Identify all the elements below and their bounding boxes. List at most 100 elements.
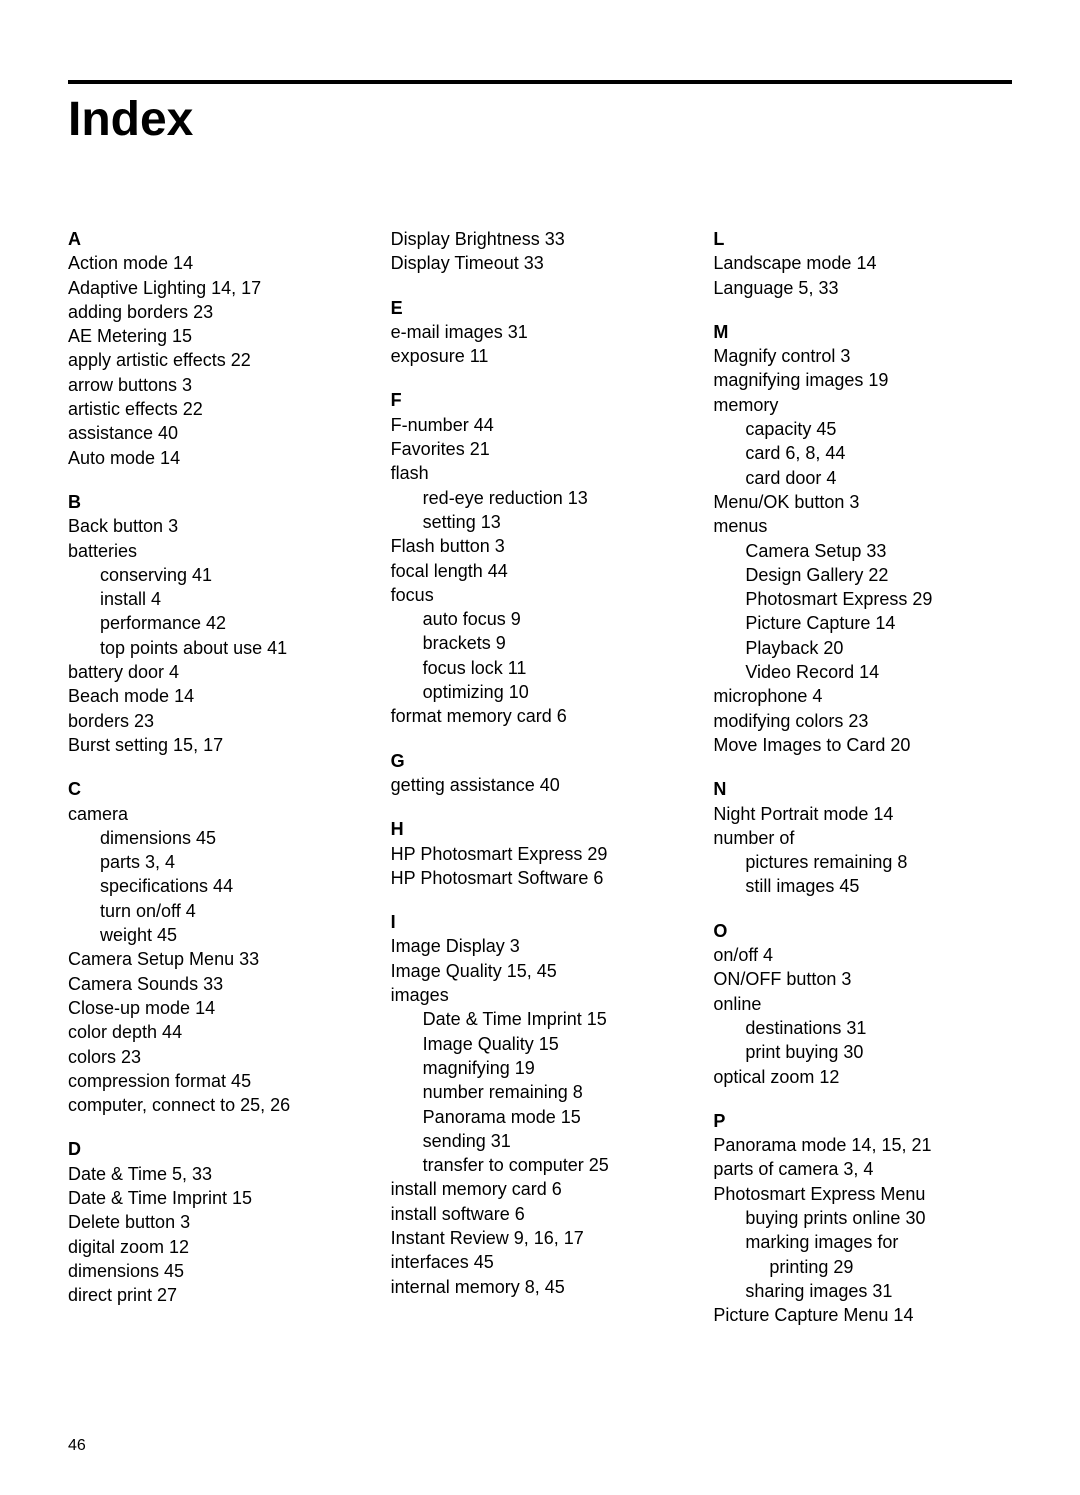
- index-section: Ee-mail images 31exposure 11: [391, 296, 690, 369]
- index-entry: magnifying images 19: [713, 368, 1012, 392]
- index-entry: interfaces 45: [391, 1250, 690, 1274]
- index-section: PPanorama mode 14, 15, 21parts of camera…: [713, 1109, 1012, 1328]
- index-entry: direct print 27: [68, 1283, 367, 1307]
- index-entry: number remaining 8: [391, 1080, 690, 1104]
- index-entry: Image Quality 15, 45: [391, 959, 690, 983]
- section-letter: L: [713, 227, 1012, 251]
- index-entry: still images 45: [713, 874, 1012, 898]
- index-entry: sharing images 31: [713, 1279, 1012, 1303]
- index-entry: adding borders 23: [68, 300, 367, 324]
- section-letter: I: [391, 910, 690, 934]
- index-entry: Camera Setup Menu 33: [68, 947, 367, 971]
- index-entry: transfer to computer 25: [391, 1153, 690, 1177]
- index-entry: printing 29: [713, 1255, 1012, 1279]
- index-entry: card door 4: [713, 466, 1012, 490]
- index-section: Oon/off 4ON/OFF button 3onlinedestinatio…: [713, 919, 1012, 1089]
- index-entry: marking images for: [713, 1230, 1012, 1254]
- column-1: AAction mode 14Adaptive Lighting 14, 17a…: [68, 227, 367, 1347]
- index-entry: focus lock 11: [391, 656, 690, 680]
- section-letter: E: [391, 296, 690, 320]
- section-letter: G: [391, 749, 690, 773]
- index-entry: parts of camera 3, 4: [713, 1157, 1012, 1181]
- column-2: Display Brightness 33Display Timeout 33 E…: [391, 227, 690, 1347]
- index-entry: Picture Capture 14: [713, 611, 1012, 635]
- index-entry: Image Display 3: [391, 934, 690, 958]
- index-entry: red-eye reduction 13: [391, 486, 690, 510]
- index-section: LLandscape mode 14Language 5, 33: [713, 227, 1012, 300]
- index-entry: memory: [713, 393, 1012, 417]
- index-entry: camera: [68, 802, 367, 826]
- index-entry: Image Quality 15: [391, 1032, 690, 1056]
- index-entry: Playback 20: [713, 636, 1012, 660]
- page-number: 46: [68, 1437, 86, 1455]
- index-entry: Date & Time Imprint 15: [68, 1186, 367, 1210]
- index-entry: batteries: [68, 539, 367, 563]
- index-entry: Beach mode 14: [68, 684, 367, 708]
- index-entry: install 4: [68, 587, 367, 611]
- index-entry: auto focus 9: [391, 607, 690, 631]
- index-entry: sending 31: [391, 1129, 690, 1153]
- index-entry: Instant Review 9, 16, 17: [391, 1226, 690, 1250]
- index-entry: Design Gallery 22: [713, 563, 1012, 587]
- index-entry: Date & Time 5, 33: [68, 1162, 367, 1186]
- index-entry: Magnify control 3: [713, 344, 1012, 368]
- index-entry: images: [391, 983, 690, 1007]
- index-entry: exposure 11: [391, 344, 690, 368]
- index-entry: Close-up mode 14: [68, 996, 367, 1020]
- index-entry: focal length 44: [391, 559, 690, 583]
- index-entry: online: [713, 992, 1012, 1016]
- index-entry: internal memory 8, 45: [391, 1275, 690, 1299]
- index-entry: optical zoom 12: [713, 1065, 1012, 1089]
- index-section: HHP Photosmart Express 29HP Photosmart S…: [391, 817, 690, 890]
- index-entry: print buying 30: [713, 1040, 1012, 1064]
- index-entry: computer, connect to 25, 26: [68, 1093, 367, 1117]
- index-entry: specifications 44: [68, 874, 367, 898]
- index-entry: Panorama mode 15: [391, 1105, 690, 1129]
- header-rule: [68, 80, 1012, 84]
- index-entry: Landscape mode 14: [713, 251, 1012, 275]
- index-entry: card 6, 8, 44: [713, 441, 1012, 465]
- index-entry: compression format 45: [68, 1069, 367, 1093]
- index-entry: format memory card 6: [391, 704, 690, 728]
- index-entry: F-number 44: [391, 413, 690, 437]
- index-section: Display Brightness 33Display Timeout 33: [391, 227, 690, 276]
- index-entry: destinations 31: [713, 1016, 1012, 1040]
- index-entry: battery door 4: [68, 660, 367, 684]
- page-title: Index: [68, 92, 1012, 147]
- section-letter: P: [713, 1109, 1012, 1133]
- index-entry: color depth 44: [68, 1020, 367, 1044]
- index-entry: e-mail images 31: [391, 320, 690, 344]
- index-entry: turn on/off 4: [68, 899, 367, 923]
- index-entry: colors 23: [68, 1045, 367, 1069]
- index-entry: Delete button 3: [68, 1210, 367, 1234]
- index-entry: Video Record 14: [713, 660, 1012, 684]
- index-entry: focus: [391, 583, 690, 607]
- index-entry: digital zoom 12: [68, 1235, 367, 1259]
- section-letter: H: [391, 817, 690, 841]
- index-entry: flash: [391, 461, 690, 485]
- index-section: IImage Display 3Image Quality 15, 45imag…: [391, 910, 690, 1299]
- section-letter: O: [713, 919, 1012, 943]
- index-entry: borders 23: [68, 709, 367, 733]
- index-entry: buying prints online 30: [713, 1206, 1012, 1230]
- index-entry: pictures remaining 8: [713, 850, 1012, 874]
- section-letter: C: [68, 777, 367, 801]
- index-entry: Display Timeout 33: [391, 251, 690, 275]
- index-entry: microphone 4: [713, 684, 1012, 708]
- index-entry: Action mode 14: [68, 251, 367, 275]
- index-entry: number of: [713, 826, 1012, 850]
- index-entry: setting 13: [391, 510, 690, 534]
- index-entry: Photosmart Express 29: [713, 587, 1012, 611]
- index-entry: Flash button 3: [391, 534, 690, 558]
- index-section: FF-number 44Favorites 21flashred-eye red…: [391, 388, 690, 728]
- index-entry: brackets 9: [391, 631, 690, 655]
- index-entry: dimensions 45: [68, 826, 367, 850]
- index-entry: HP Photosmart Software 6: [391, 866, 690, 890]
- index-entry: Photosmart Express Menu: [713, 1182, 1012, 1206]
- index-entry: artistic effects 22: [68, 397, 367, 421]
- index-entry: ON/OFF button 3: [713, 967, 1012, 991]
- index-entry: Picture Capture Menu 14: [713, 1303, 1012, 1327]
- index-entry: optimizing 10: [391, 680, 690, 704]
- index-entry: Display Brightness 33: [391, 227, 690, 251]
- index-entry: on/off 4: [713, 943, 1012, 967]
